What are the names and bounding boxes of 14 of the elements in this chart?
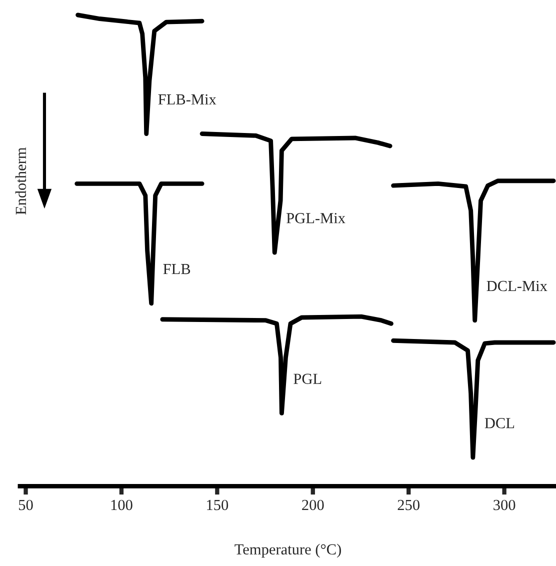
- y-axis-title: Endotherm: [15, 147, 26, 215]
- series-label: FLB-Mix: [158, 94, 216, 104]
- x-tick-label: 300: [494, 500, 516, 510]
- series-label: DCL-Mix: [486, 280, 548, 292]
- x-tick-label: 150: [207, 500, 228, 510]
- x-tick-label: 100: [111, 500, 132, 510]
- series-label: DCL: [484, 418, 514, 428]
- series-label: FLB: [163, 264, 190, 274]
- x-tick-label: 200: [302, 500, 324, 510]
- x-axis-title: Temperature (°C): [234, 544, 341, 558]
- series-label: PGL-Mix: [286, 213, 346, 224]
- x-tick-label: 250: [398, 500, 420, 510]
- series-label: PGL: [294, 374, 322, 384]
- x-tick-label: 50: [19, 500, 33, 510]
